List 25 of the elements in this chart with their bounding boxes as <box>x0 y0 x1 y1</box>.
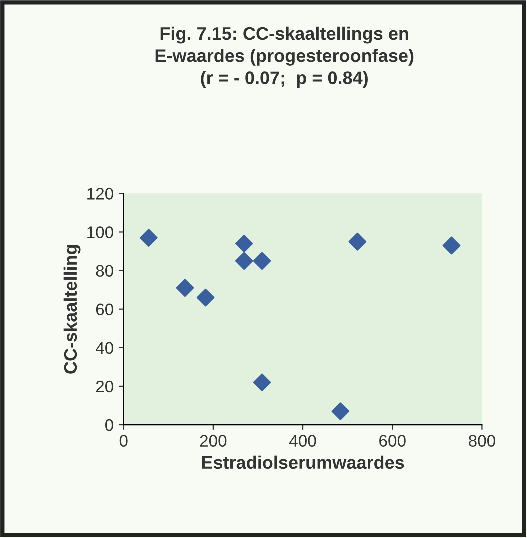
point <box>348 232 367 251</box>
chart-title: Fig. 7.15: CC-skaaltellings en E-waardes (progesteroonfase) (r = - 0.07; p = 0.84) <box>156 26 414 88</box>
point <box>442 236 461 255</box>
x-tick-label: 400 <box>290 435 316 447</box>
y-axis-title: CC-skaaltelling <box>64 245 81 374</box>
x-tick-label: 0 <box>120 435 128 447</box>
y-tick-label: 60 <box>96 304 114 316</box>
y-tick-label: 100 <box>88 226 114 238</box>
x-tick-label: 800 <box>469 435 496 447</box>
y-tick-label: 20 <box>96 380 114 393</box>
point <box>235 234 254 253</box>
point <box>235 252 254 270</box>
point <box>176 279 194 298</box>
point <box>140 229 158 247</box>
y-tick-label: 120 <box>88 188 114 200</box>
x-tick-label: 600 <box>380 435 406 447</box>
point <box>253 374 272 392</box>
x-axis-title: Estradiolserumwaardes <box>202 456 404 470</box>
y-tick-label: 40 <box>96 342 114 354</box>
x-tick-label: 200 <box>200 435 227 447</box>
y-tick-label: 0 <box>106 419 114 432</box>
point <box>196 288 215 307</box>
y-tick-label: 80 <box>96 265 114 277</box>
point <box>332 402 350 420</box>
point <box>253 252 272 270</box>
